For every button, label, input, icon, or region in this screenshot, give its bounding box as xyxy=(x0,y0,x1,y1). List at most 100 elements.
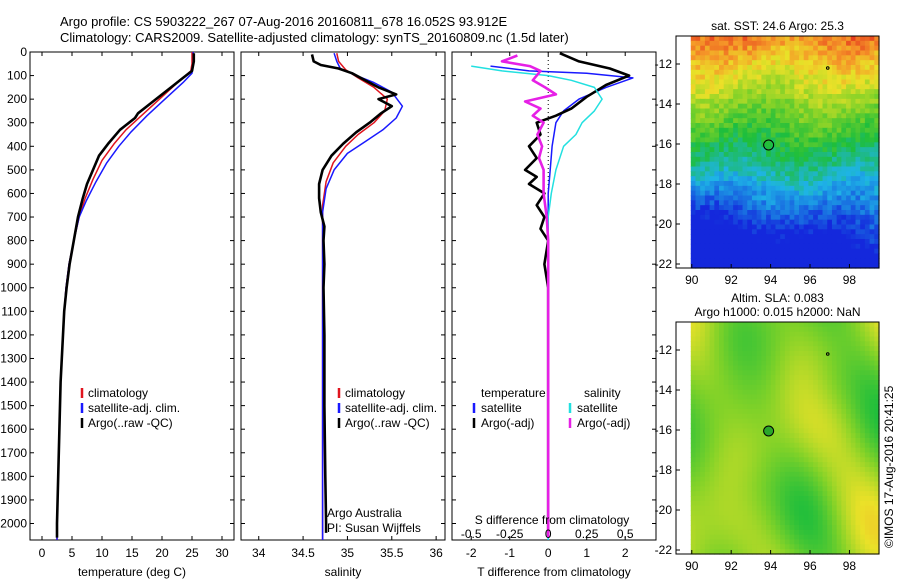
map-y-tick-label: -16 xyxy=(655,137,673,151)
map-y-tick-label: -12 xyxy=(655,57,673,71)
y-tick-label: 1200 xyxy=(0,328,27,342)
legend-label: Argo(-adj) xyxy=(481,416,534,430)
y-tick-label: 300 xyxy=(7,116,27,130)
map-y-tick-label: -12 xyxy=(655,343,673,357)
series-line-2 xyxy=(55,53,196,538)
x-tick-label: 2 xyxy=(622,546,629,560)
x-tick-label: 30 xyxy=(215,546,229,560)
y-tick-label: 0 xyxy=(20,45,27,59)
y-tick-label: 700 xyxy=(7,210,27,224)
footer-stamp: ©IMOS 17-Aug-2016 20:41:25 xyxy=(882,385,896,548)
annotation-owner: Argo Australia xyxy=(327,506,402,520)
legend-title-temperature: temperature xyxy=(481,386,546,400)
map-title-1: Argo h1000: 0.015 h2000: NaN xyxy=(694,305,860,319)
figure-title-line2: Climatology: CARS2009. Satellite-adjuste… xyxy=(60,30,569,45)
axes-box xyxy=(451,51,657,541)
map-title-0: sat. SST: 24.6 Argo: 25.3 xyxy=(711,19,844,33)
profile-panel-2: -2 -1 0 1 2 T difference from climatology temp… xyxy=(451,51,657,579)
y-tick-label: 1500 xyxy=(0,399,27,413)
legend-label: satellite-adj. clim. xyxy=(88,401,180,415)
y-tick-label: 1800 xyxy=(0,469,27,483)
y-tick-label: 1600 xyxy=(0,422,27,436)
legend-label: climatology xyxy=(345,386,405,400)
legend-label: Argo(..raw -QC) xyxy=(345,416,430,430)
x-tick-label-top: 0.25 xyxy=(575,527,599,541)
axes-box xyxy=(29,51,235,541)
map-y-tick-label: -20 xyxy=(655,503,673,517)
x-tick-label-top: 0 xyxy=(545,527,552,541)
argo-location-marker xyxy=(763,139,775,151)
map-x-tick-label: 92 xyxy=(725,273,739,287)
argo-location-marker xyxy=(763,425,775,437)
series-line-2 xyxy=(310,54,398,533)
legend-label: satellite-adj. clim. xyxy=(345,401,437,415)
map-y-tick-label: -16 xyxy=(655,423,673,437)
map-x-tick-label: 94 xyxy=(764,273,778,287)
x-tick-label: 15 xyxy=(125,546,139,560)
y-tick-label: 1000 xyxy=(0,281,27,295)
x-tick-label: 35.5 xyxy=(380,546,404,560)
y-tick-label: 500 xyxy=(7,163,27,177)
map-panel-0: 90 92 94 96 98 -12 -14 -16 -18 -20 -22 sat. SST: 24… xyxy=(655,19,880,287)
x-tick-label: 20 xyxy=(155,546,169,560)
y-tick-label: 400 xyxy=(7,139,27,153)
map-y-tick-label: -22 xyxy=(655,257,673,271)
map-x-tick-label: 92 xyxy=(725,559,739,573)
legend-title-salinity: salinity xyxy=(584,386,621,400)
map-x-tick-label: 94 xyxy=(764,559,778,573)
x-tick-label: 10 xyxy=(95,546,109,560)
x-tick-label-top: -0.5 xyxy=(461,527,482,541)
legend-label: satellite xyxy=(577,401,618,415)
map-x-tick-label: 90 xyxy=(685,559,699,573)
x-tick-label: -2 xyxy=(466,546,477,560)
x-axis-label: salinity xyxy=(325,565,362,579)
profile-panel-1: 34 34.5 35 35.5 36 salinity climatologysatelli… xyxy=(240,51,446,579)
map-x-tick-label: 96 xyxy=(803,273,817,287)
y-tick-label: 600 xyxy=(7,186,27,200)
x-tick-label: 5 xyxy=(69,546,76,560)
x-tick-label: 34.5 xyxy=(291,546,315,560)
secondary-marker xyxy=(825,352,830,356)
map-y-tick-label: -20 xyxy=(655,217,673,231)
secondary-marker xyxy=(825,66,830,70)
x-axis-label: T difference from climatology xyxy=(477,565,631,579)
y-tick-label: 200 xyxy=(7,92,27,106)
legend-label: climatology xyxy=(88,386,148,400)
x-tick-label: 1 xyxy=(583,546,590,560)
x-tick-label: 25 xyxy=(185,546,199,560)
y-tick-label: 100 xyxy=(7,69,27,83)
map-title-0: Altim. SLA: 0.083 xyxy=(731,291,824,305)
x-tick-label-top: -0.25 xyxy=(496,527,524,541)
map-x-tick-label: 90 xyxy=(685,273,699,287)
map-x-tick-label: 98 xyxy=(843,273,857,287)
profile-panel-0: 0 5 10 15 20 25 300100200300400500600700800900… xyxy=(0,45,235,579)
map-axes-box xyxy=(675,321,880,555)
y-tick-label: 1100 xyxy=(1,304,27,318)
legend-label: Argo(-adj) xyxy=(577,416,630,430)
x-tick-label: 0 xyxy=(545,546,552,560)
y-tick-label: 1700 xyxy=(0,446,27,460)
map-y-tick-label: -22 xyxy=(655,543,673,557)
y-tick-label: 1300 xyxy=(0,351,27,365)
x-tick-label-top: 0.5 xyxy=(617,527,634,541)
x-axis-label: temperature (deg C) xyxy=(78,565,186,579)
legend-label: satellite xyxy=(481,401,522,415)
series-line-1 xyxy=(523,52,631,538)
map-field xyxy=(690,322,880,555)
y-tick-label: 900 xyxy=(7,257,27,271)
y-tick-label: 800 xyxy=(7,234,27,248)
y-tick-label: 2000 xyxy=(0,516,27,530)
map-y-tick-label: -18 xyxy=(655,177,673,191)
map-panel-1: 90 92 94 96 98 -12 -14 -16 -18 -20 -22 Altim. SLA: … xyxy=(655,291,880,573)
x-tick-label: 0 xyxy=(39,546,46,560)
series-line-3 xyxy=(500,54,558,538)
map-y-tick-label: -14 xyxy=(655,383,673,397)
map-field xyxy=(690,36,880,269)
map-x-tick-label: 96 xyxy=(803,559,817,573)
map-axes-box xyxy=(675,35,880,269)
y-tick-label: 1400 xyxy=(0,375,27,389)
x-tick-label: -1 xyxy=(504,546,515,560)
annotation-pi: PI: Susan Wijffels xyxy=(327,521,421,535)
map-y-tick-label: -18 xyxy=(655,463,673,477)
